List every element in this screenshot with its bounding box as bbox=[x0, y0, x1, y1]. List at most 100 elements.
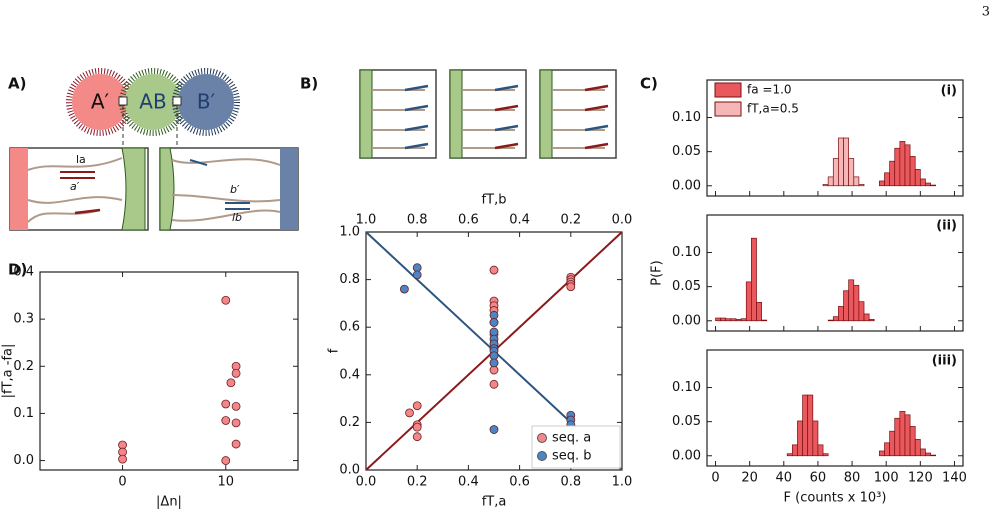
point bbox=[412, 422, 422, 432]
y-tick-label: 0.00 bbox=[672, 313, 701, 328]
point bbox=[489, 265, 499, 275]
bar bbox=[863, 313, 870, 322]
bar bbox=[797, 420, 803, 457]
bar bbox=[925, 182, 931, 187]
strand-end bbox=[74, 208, 101, 215]
hatch bbox=[172, 68, 240, 136]
point bbox=[221, 295, 231, 305]
x-tick-label: 80 bbox=[844, 471, 861, 486]
strand-end bbox=[404, 84, 429, 150]
bar bbox=[879, 450, 885, 457]
plot-frame bbox=[39, 271, 299, 471]
bar bbox=[791, 444, 798, 457]
point bbox=[221, 399, 231, 409]
box bbox=[539, 69, 617, 159]
bar bbox=[832, 158, 839, 187]
bar bbox=[919, 448, 926, 457]
y-tick-label: 0.0 bbox=[339, 463, 360, 478]
bar bbox=[899, 141, 906, 187]
x-axis-label: |Δn| bbox=[156, 495, 182, 510]
surface bbox=[121, 147, 146, 231]
point bbox=[221, 416, 231, 425]
legend-marker bbox=[537, 451, 547, 461]
point bbox=[221, 456, 231, 465]
strand-end bbox=[494, 84, 519, 132]
x2-tick-label: 0.8 bbox=[407, 213, 428, 228]
bar bbox=[843, 290, 850, 322]
strand-end bbox=[584, 124, 609, 132]
x-tick-label: 0 bbox=[711, 471, 719, 486]
y-tick-label: 0.0 bbox=[13, 453, 34, 468]
plot-frame bbox=[706, 79, 964, 197]
bar bbox=[909, 426, 916, 457]
legend-label: seq. b bbox=[552, 449, 592, 464]
legend-box bbox=[531, 425, 621, 469]
plot-frame bbox=[706, 214, 964, 332]
x-tick-label: 40 bbox=[776, 471, 793, 486]
point bbox=[566, 282, 576, 292]
bar bbox=[725, 318, 732, 322]
x2-axis-label: fT,b bbox=[482, 193, 507, 208]
bar bbox=[894, 417, 901, 457]
y-tick-label: 0.4 bbox=[339, 367, 360, 382]
bar bbox=[822, 184, 829, 187]
point bbox=[399, 284, 409, 294]
surface bbox=[539, 69, 553, 159]
plot-frame bbox=[365, 231, 623, 471]
point bbox=[489, 379, 499, 389]
duplex bbox=[60, 171, 95, 179]
frame bbox=[359, 69, 437, 159]
point bbox=[412, 270, 422, 280]
circle bbox=[72, 74, 128, 130]
y-tick-label: 0.00 bbox=[672, 178, 701, 193]
x-tick-label: 0.2 bbox=[407, 475, 428, 490]
bar bbox=[756, 301, 762, 322]
circle-label: B′ bbox=[197, 90, 216, 114]
y-tick-label: 0.05 bbox=[672, 279, 701, 294]
x-axis-label: fT,a bbox=[482, 495, 507, 510]
bar bbox=[827, 319, 834, 322]
bar bbox=[838, 137, 844, 187]
y-tick-label: 1.0 bbox=[339, 225, 360, 240]
bar bbox=[930, 454, 937, 457]
x-tick-label: 100 bbox=[874, 471, 899, 486]
bar bbox=[843, 137, 850, 187]
x-tick-label: 0.4 bbox=[458, 475, 479, 490]
y-tick-label: 0.10 bbox=[672, 245, 701, 260]
y-tick-label: 0.1 bbox=[13, 406, 34, 421]
bar bbox=[909, 156, 916, 187]
bar bbox=[720, 317, 727, 322]
point bbox=[118, 454, 127, 464]
point bbox=[226, 378, 236, 388]
strand bbox=[372, 89, 425, 149]
bar bbox=[751, 237, 757, 322]
x2-tick-label: 0.2 bbox=[560, 213, 581, 228]
surface bbox=[159, 147, 175, 231]
chart-title: (i) bbox=[941, 84, 957, 99]
x2-tick-label: 0.4 bbox=[509, 213, 530, 228]
bar bbox=[715, 317, 722, 322]
bar bbox=[894, 147, 901, 187]
bar bbox=[761, 319, 768, 322]
strand-label: b′ bbox=[230, 183, 240, 196]
y-tick-label: 0.6 bbox=[339, 320, 360, 335]
bar bbox=[827, 176, 834, 187]
x-tick-label: 1.0 bbox=[612, 475, 633, 490]
point bbox=[405, 408, 414, 418]
y-tick-label: 0.8 bbox=[339, 272, 360, 287]
strand-end bbox=[494, 104, 519, 150]
legend-label: fa =1.0 bbox=[747, 83, 792, 97]
y-tick-label: 0.2 bbox=[13, 359, 34, 374]
bar bbox=[889, 430, 896, 457]
x-axis-label: F (counts x 10³) bbox=[784, 491, 887, 506]
strand-label: a′ bbox=[70, 180, 80, 193]
strand bbox=[462, 89, 515, 149]
bar bbox=[807, 394, 814, 457]
bar bbox=[879, 180, 885, 187]
point bbox=[489, 425, 499, 434]
bar bbox=[925, 452, 931, 457]
bar bbox=[904, 144, 911, 187]
y-axis-label: |fT,a -fa| bbox=[1, 344, 16, 399]
point bbox=[231, 368, 241, 378]
